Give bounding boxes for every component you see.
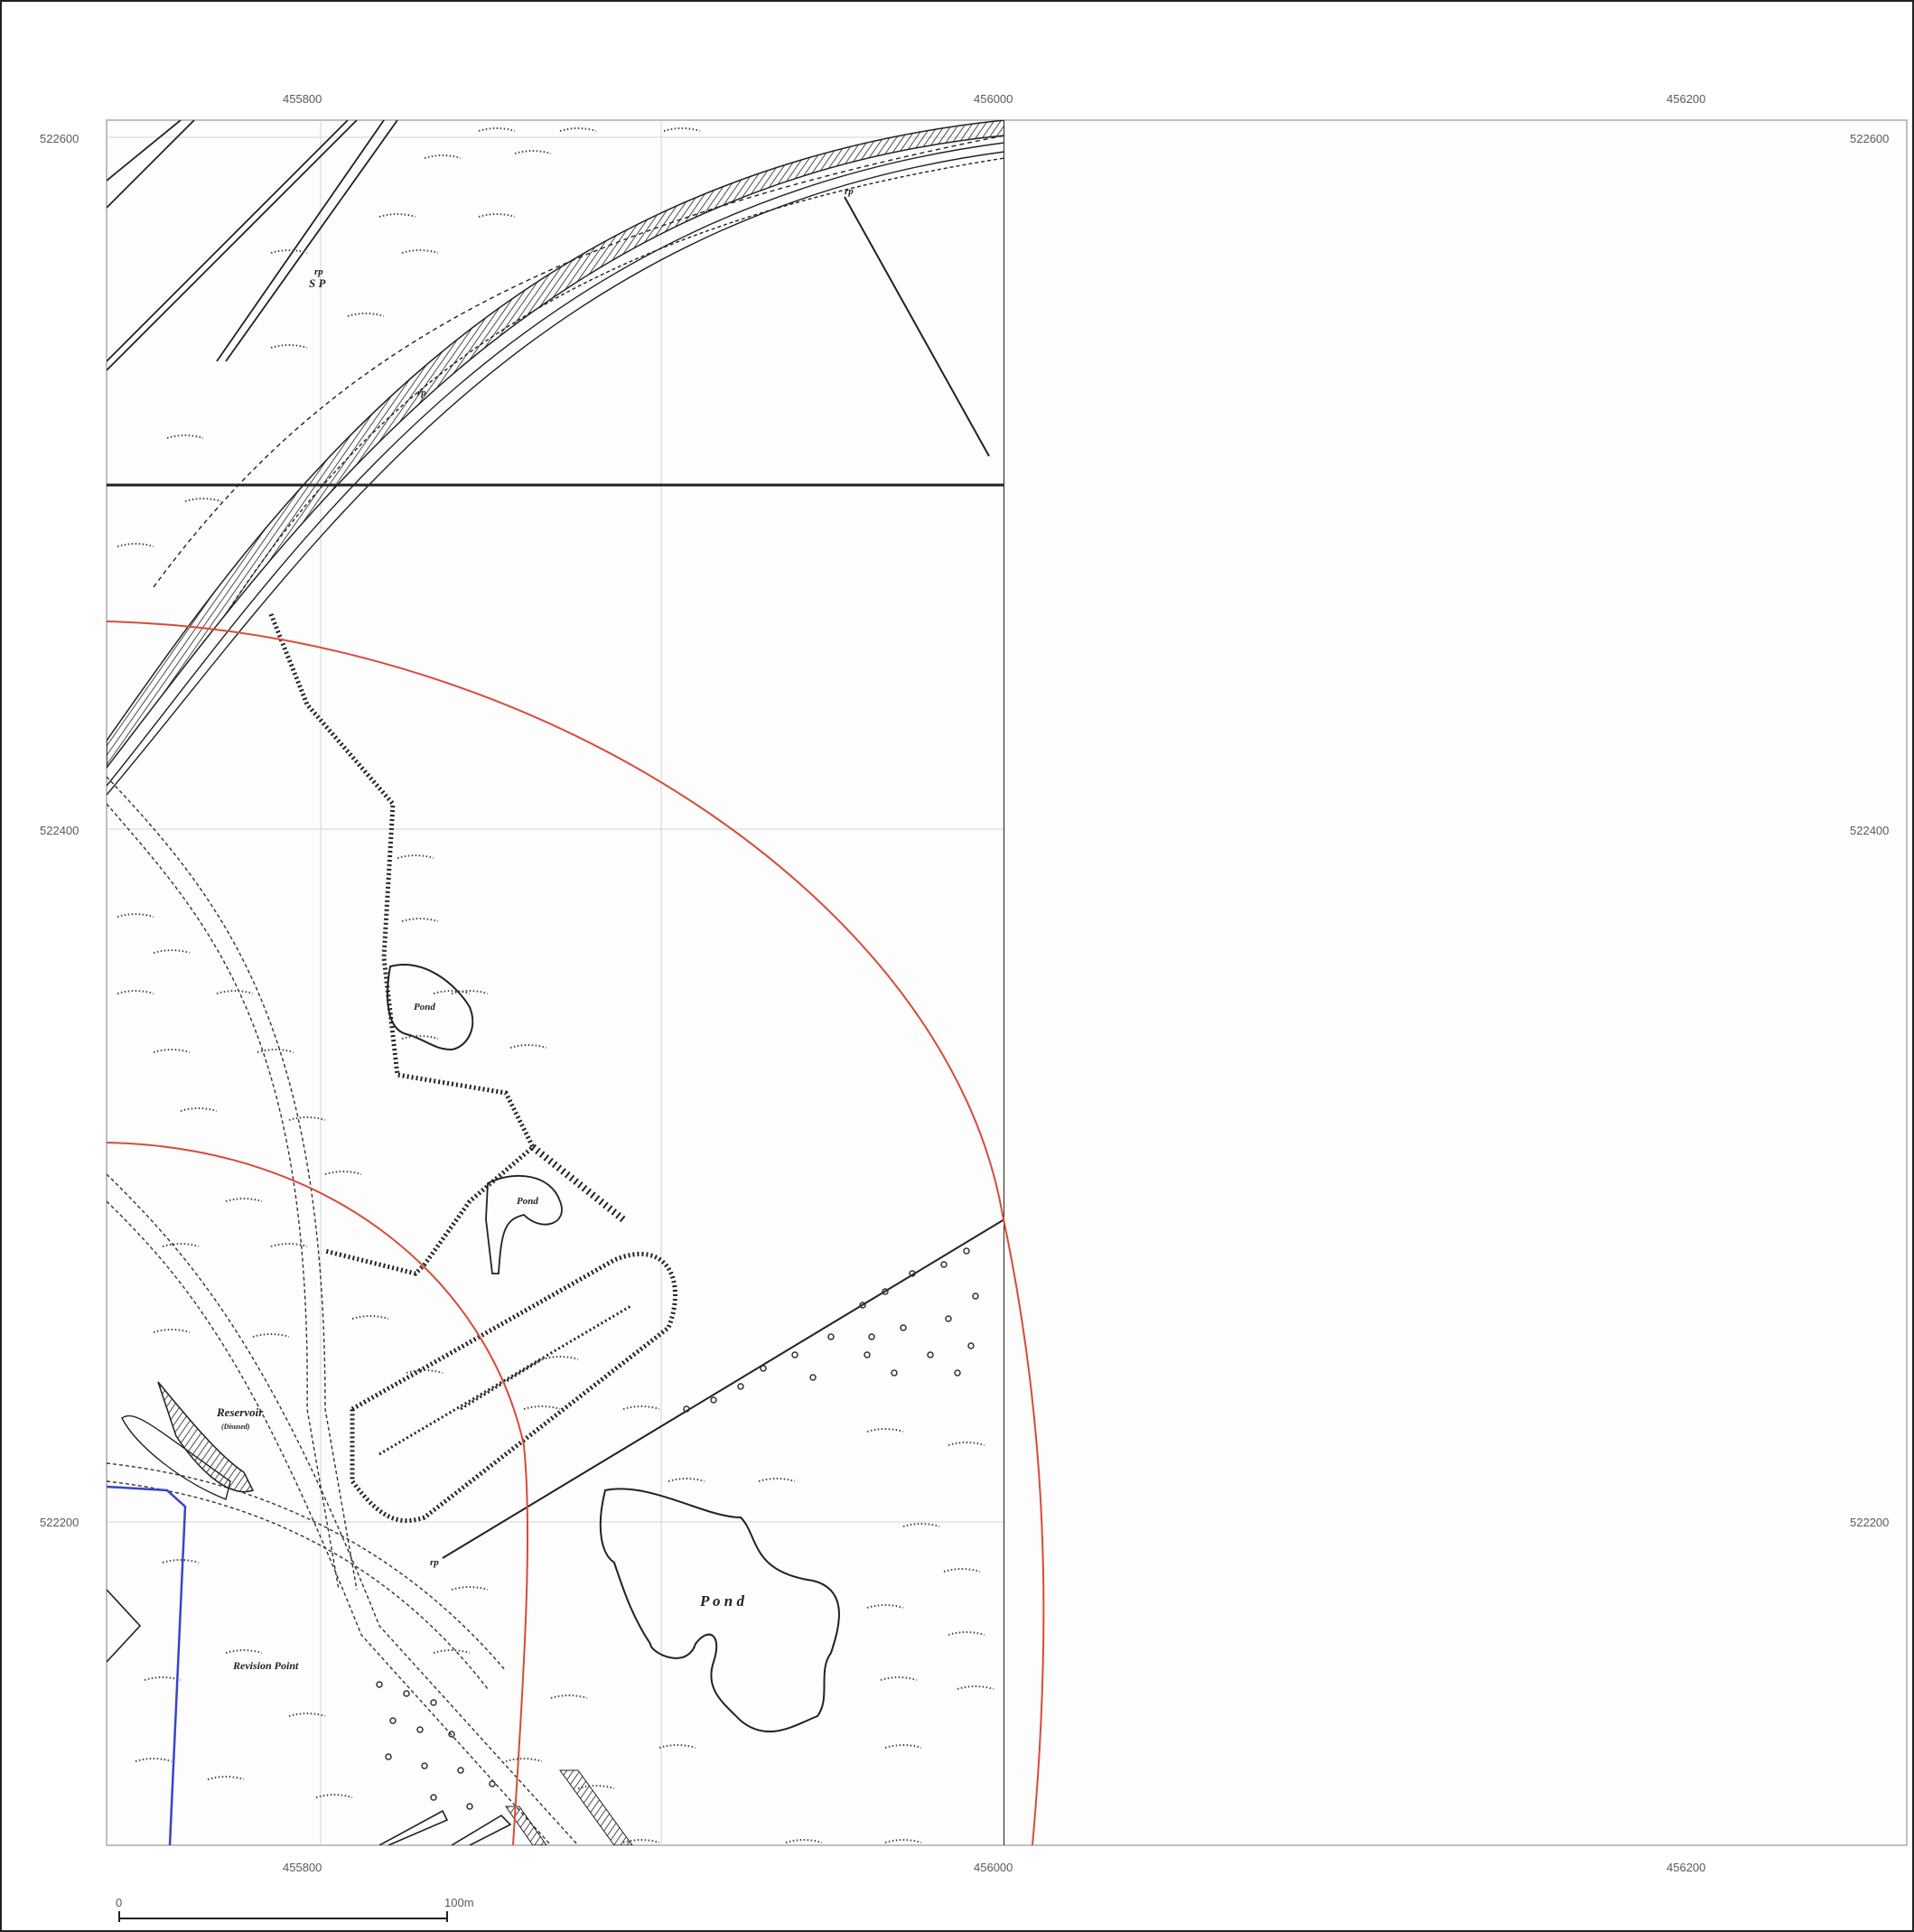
label-rp-2: rp [845,186,854,197]
grid-labels: 455800 456000 456200 455800 456000 45620… [40,92,1889,1874]
easting-label-bottom-2: 456000 [974,1861,1013,1874]
marsh-symbols [117,127,994,1843]
label-rp-1: rp [314,266,323,277]
railway-lines [107,120,398,371]
grid-lines [107,120,1004,1845]
label-rp-3: rp [417,387,426,398]
scale-end-label: 100m [444,1896,474,1909]
red-boundaries [107,621,1045,1845]
easting-label-top-3: 456200 [1667,92,1705,106]
bank-hatch-bottom [559,1769,633,1845]
blue-boundary [107,1485,187,1845]
easting-label-top-1: 455800 [283,92,322,106]
track-lines [107,135,1004,796]
label-reservoir: Reservoir [216,1405,264,1419]
northing-label-left-3: 522200 [40,1516,79,1529]
label-disused: (Disused) [221,1423,250,1431]
embankment [107,120,1004,770]
northing-label-right-3: 522200 [1850,1516,1889,1529]
roads [107,776,579,1845]
map-neatline [106,119,1908,1846]
label-sp: S P [309,276,326,290]
label-rp-4: rp [430,1557,439,1568]
northing-label-left-1: 522600 [40,132,79,145]
pond-south [599,1488,840,1733]
label-pond-south: P o n d [699,1592,744,1610]
inner-red-arc [107,1142,529,1845]
northing-label-right-2: 522400 [1850,824,1889,837]
scanned-map: S P rp rp rp rp Pond Pond P o n d Reserv… [107,120,1004,1845]
bed-lines [378,1303,633,1456]
tree-symbols [376,1247,979,1810]
label-pond-north: Pond [414,1002,435,1013]
pond-middle [485,1174,563,1274]
bottom-structures [107,1589,512,1845]
reservoir [157,1381,255,1493]
easting-label-bottom-3: 456200 [1667,1861,1705,1874]
easting-label-top-2: 456000 [974,92,1013,106]
easting-label-bottom-1: 455800 [283,1861,322,1874]
label-pond-middle: Pond [517,1196,538,1207]
label-revision-point: Revision Point [232,1659,299,1672]
drain-line [844,196,990,457]
northing-label-right-1: 522600 [1850,132,1889,145]
outer-red-arc [107,621,1045,1845]
scale-start-label: 0 [116,1896,122,1909]
dotted-track [268,613,537,1276]
pond-north [387,964,474,1051]
northing-label-left-2: 522400 [40,824,79,837]
scale-bar: 0 100m [116,1896,474,1922]
oval-bed [350,1252,677,1524]
reservoir-outline [121,1414,231,1500]
